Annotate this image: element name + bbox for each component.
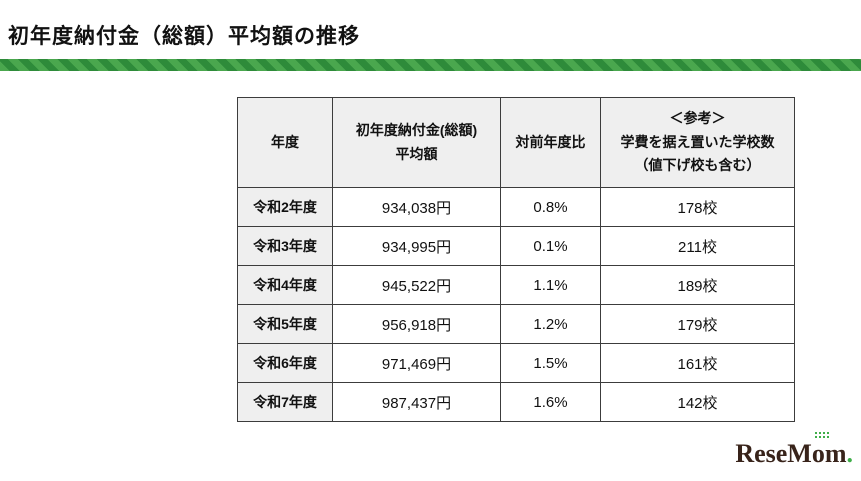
logo-dots-icon (815, 432, 829, 439)
schools-cell: 211校 (600, 226, 795, 266)
header-amount: 初年度納付金(総額) 平均額 (332, 97, 501, 188)
year-cell: 令和3年度 (237, 226, 333, 266)
year-cell: 令和7年度 (237, 382, 333, 422)
header-amount-line1: 初年度納付金(総額) (355, 121, 478, 138)
table-row: 令和3年度 934,995円 0.1% 211校 (237, 226, 795, 266)
table-row: 令和6年度 971,469円 1.5% 161校 (237, 343, 795, 383)
schools-cell: 189校 (600, 265, 795, 305)
tuition-table: 年度 初年度納付金(総額) 平均額 対前年度比 ＜参考＞ 学費を据え置いた学校数… (237, 97, 795, 422)
table-body: 令和2年度 934,038円 0.8% 178校 令和3年度 934,995円 … (237, 187, 795, 422)
table-row: 令和2年度 934,038円 0.8% 178校 (237, 187, 795, 227)
amount-cell: 956,918円 (332, 304, 501, 344)
amount-cell: 934,038円 (332, 187, 501, 227)
schools-cell: 179校 (600, 304, 795, 344)
yoy-cell: 0.1% (500, 226, 601, 266)
schools-cell: 178校 (600, 187, 795, 227)
logo-period: . (846, 439, 854, 468)
table-row: 令和7年度 987,437円 1.6% 142校 (237, 382, 795, 422)
yoy-cell: 1.5% (500, 343, 601, 383)
title-underline-bar (0, 59, 861, 71)
yoy-cell: 0.8% (500, 187, 601, 227)
amount-cell: 987,437円 (332, 382, 501, 422)
table-header: 年度 初年度納付金(総額) 平均額 対前年度比 ＜参考＞ 学費を据え置いた学校数… (237, 97, 795, 188)
table-row: 令和5年度 956,918円 1.2% 179校 (237, 304, 795, 344)
header-yoy: 対前年度比 (500, 97, 601, 188)
year-cell: 令和6年度 (237, 343, 333, 383)
schools-cell: 142校 (600, 382, 795, 422)
amount-cell: 934,995円 (332, 226, 501, 266)
yoy-cell: 1.2% (500, 304, 601, 344)
table-row: 令和4年度 945,522円 1.1% 189校 (237, 265, 795, 305)
header-year-label: 年度 (271, 133, 299, 150)
amount-cell: 945,522円 (332, 265, 501, 305)
header-reference: ＜参考＞ 学費を据え置いた学校数 （値下げ校も含む） (600, 97, 795, 188)
header-row: 年度 初年度納付金(総額) 平均額 対前年度比 ＜参考＞ 学費を据え置いた学校数… (237, 97, 795, 188)
logo-text: ReseMom (735, 439, 847, 468)
header-reference-line3: （値下げ校も含む） (634, 157, 761, 174)
header-yoy-label: 対前年度比 (515, 133, 586, 150)
header-reference-line2: 学費を据え置いた学校数 (620, 133, 775, 150)
year-cell: 令和4年度 (237, 265, 333, 305)
year-cell: 令和2年度 (237, 187, 333, 227)
header-year: 年度 (237, 97, 333, 188)
header-amount-line2: 平均額 (395, 145, 438, 162)
yoy-cell: 1.1% (500, 265, 601, 305)
yoy-cell: 1.6% (500, 382, 601, 422)
header-reference-line1: ＜参考＞ (669, 109, 726, 126)
amount-cell: 971,469円 (332, 343, 501, 383)
page-title: 初年度納付金（総額）平均額の推移 (8, 25, 360, 48)
schools-cell: 161校 (600, 343, 795, 383)
year-cell: 令和5年度 (237, 304, 333, 344)
resemom-logo: ReseMom. (735, 432, 854, 469)
